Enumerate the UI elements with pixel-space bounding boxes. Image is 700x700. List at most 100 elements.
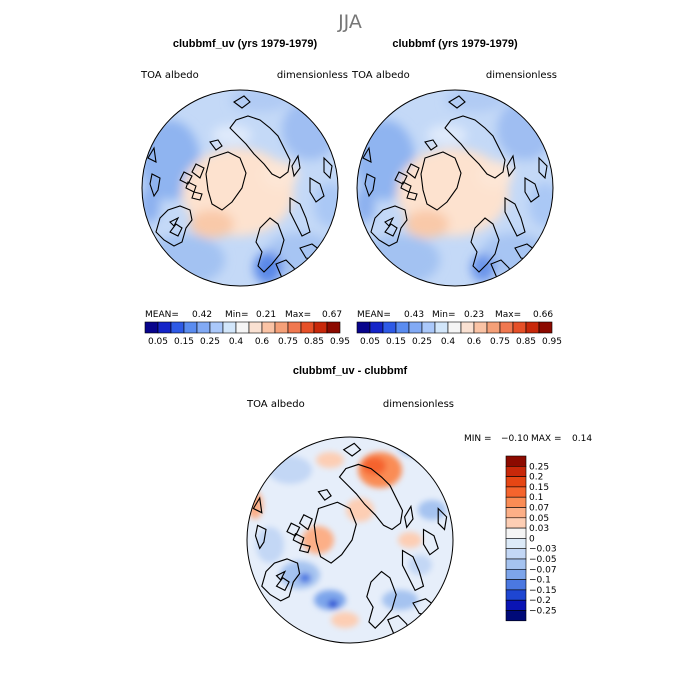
colorbar-swatch: [505, 568, 527, 580]
colorbar-swatch: [505, 455, 527, 467]
colorbar: 0.05 0.15 0.25 0.4 0.6 0.75 0.85 0.95: [144, 321, 350, 347]
colorbar-swatch: [499, 321, 514, 334]
units-label: dimensionless: [383, 399, 454, 410]
panel-title: clubbmf_uv (yrs 1979-1979): [173, 38, 318, 50]
colorbar-swatch: [505, 517, 527, 529]
colorbar-swatch: [486, 321, 501, 334]
colorbar-swatch: [505, 496, 527, 508]
colorbar-tick-label: 0.15: [174, 337, 194, 347]
colorbar-tick-label: −0.03: [529, 545, 557, 555]
colorbar-swatch: [382, 321, 397, 334]
colorbar-swatch: [447, 321, 462, 334]
variable-label: TOA albedo: [140, 70, 199, 81]
max-value: 0.14: [572, 434, 592, 444]
colorbar-swatch: [505, 476, 527, 488]
colorbar-tick-label: 0.4: [441, 337, 456, 347]
min-label: Min=: [225, 310, 249, 320]
colorbar-swatch: [505, 558, 527, 570]
panel-difference: clubbmf_uv - clubbmf TOA albedo dimensio…: [246, 365, 592, 644]
colorbar-swatch: [538, 321, 553, 334]
colorbar-swatch: [473, 321, 488, 334]
panel-title: clubbmf (yrs 1979-1979): [392, 38, 518, 50]
colorbar-tick-label: 0.75: [490, 337, 510, 347]
colorbar-swatch: [196, 321, 211, 334]
variable-label: TOA albedo: [351, 70, 410, 81]
min-value: 0.23: [464, 310, 484, 320]
panel-clubbmf-uv: clubbmf_uv (yrs 1979-1979) TOA albedo di…: [140, 38, 350, 347]
min-value: −0.10: [501, 434, 529, 444]
polar-map: [357, 90, 553, 286]
max-label: MAX =: [531, 434, 562, 444]
colorbar-swatch: [144, 321, 159, 334]
colorbar-swatch: [274, 321, 289, 334]
colorbar-swatch: [505, 465, 527, 477]
colorbar-tick-label: 0.95: [542, 337, 562, 347]
units-label: dimensionless: [486, 70, 557, 81]
colorbar-tick-label: −0.05: [529, 555, 557, 565]
colorbar-tick-label: 0.07: [529, 504, 549, 514]
colorbar-swatch: [209, 321, 224, 334]
colorbar-tick-label: −0.07: [529, 565, 557, 575]
panel-clubbmf: clubbmf (yrs 1979-1979) TOA albedo dimen…: [351, 38, 562, 347]
colorbar-tick-label: 0: [529, 534, 535, 544]
colorbar-swatch: [356, 321, 371, 334]
mean-label: MEAN=: [145, 310, 179, 320]
colorbar-swatch: [157, 321, 172, 334]
colorbar-swatch: [505, 599, 527, 611]
colorbar-swatch: [326, 321, 341, 334]
colorbar-swatch: [222, 321, 237, 334]
max-value: 0.67: [322, 310, 342, 320]
min-label: MIN =: [464, 434, 492, 444]
colorbar-swatch: [505, 579, 527, 591]
mean-value: 0.42: [192, 310, 212, 320]
colorbar-tick-label: 0.03: [529, 524, 549, 534]
colorbar-tick-label: −0.25: [529, 607, 557, 617]
panel-title: clubbmf_uv - clubbmf: [293, 365, 408, 377]
colorbar-swatch: [369, 321, 384, 334]
colorbar-swatch: [505, 486, 527, 498]
min-label: Min=: [432, 310, 456, 320]
max-label: Max=: [495, 310, 521, 320]
colorbar-tick-label: 0.05: [529, 514, 549, 524]
colorbar-tick-label: −0.15: [529, 586, 557, 596]
colorbar-swatch: [525, 321, 540, 334]
colorbar-tick-label: 0.15: [386, 337, 406, 347]
colorbar: 0.250.20.150.10.070.050.030−0.03−0.05−0.…: [505, 455, 557, 622]
max-value: 0.66: [533, 310, 553, 320]
map-border: [356, 89, 554, 287]
colorbar-swatch: [505, 589, 527, 601]
colorbar-swatch: [408, 321, 423, 334]
map-border: [246, 436, 454, 644]
variable-label: TOA albedo: [246, 399, 305, 410]
colorbar-tick-label: 0.05: [360, 337, 380, 347]
map-border: [141, 89, 339, 287]
colorbar-tick-label: 0.75: [278, 337, 298, 347]
min-value: 0.21: [256, 310, 276, 320]
mean-label: MEAN=: [357, 310, 391, 320]
colorbar-tick-label: 0.6: [467, 337, 482, 347]
colorbar-swatch: [512, 321, 527, 334]
units-label: dimensionless: [277, 70, 348, 81]
colorbar-swatch: [300, 321, 315, 334]
colorbar-tick-label: 0.95: [330, 337, 350, 347]
colorbar-swatch: [287, 321, 302, 334]
colorbar-swatch: [460, 321, 475, 334]
colorbar-tick-label: 0.25: [200, 337, 220, 347]
colorbar-swatch: [170, 321, 185, 334]
colorbar-tick-label: 0.05: [148, 337, 168, 347]
colorbar-tick-label: 0.2: [529, 473, 543, 483]
colorbar-tick-label: −0.2: [529, 596, 551, 606]
colorbar-swatch: [235, 321, 250, 334]
colorbar-tick-label: 0.4: [229, 337, 244, 347]
colorbar: 0.05 0.15 0.25 0.4 0.6 0.75 0.85 0.95: [356, 321, 562, 347]
mean-value: 0.43: [404, 310, 424, 320]
colorbar-swatch: [183, 321, 198, 334]
colorbar-swatch: [505, 538, 527, 550]
colorbar-tick-label: 0.6: [255, 337, 270, 347]
colorbar-swatch: [261, 321, 276, 334]
colorbar-swatch: [505, 548, 527, 560]
colorbar-tick-label: 0.1: [529, 493, 543, 503]
colorbar-tick-label: 0.25: [529, 462, 549, 472]
colorbar-tick-label: 0.85: [304, 337, 324, 347]
